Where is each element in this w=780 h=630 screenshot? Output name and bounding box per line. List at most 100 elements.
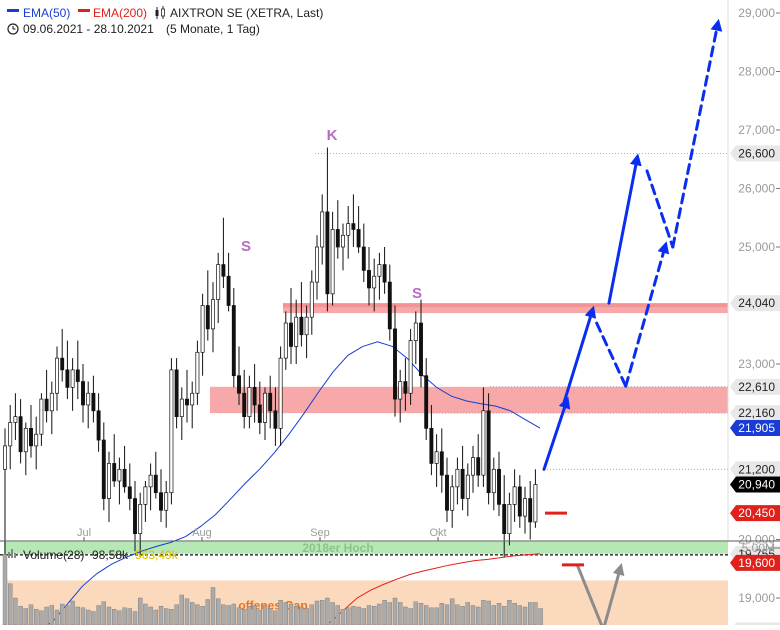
volume-bar [101,601,107,626]
volume-bar [179,594,185,626]
candle-body [465,474,470,499]
candle-body [226,275,231,306]
candle [330,211,335,306]
volume-bar [533,602,538,626]
candle-body [330,229,335,295]
candle [273,387,278,446]
volume-bar [413,601,418,626]
candle-body [528,498,533,523]
candle-body [335,229,340,248]
candle-body [377,264,382,277]
volume-bar [335,605,340,626]
projection-arrows [542,18,723,630]
candle [185,369,189,423]
candle-body [372,275,377,289]
volume-bar [366,605,372,626]
candle [81,364,85,423]
candle-body [122,468,127,488]
volume-bar [200,606,205,626]
volume-bar [486,600,491,626]
price-tag-label: 20,450 [738,506,775,520]
candle [263,387,267,441]
candle [309,270,314,335]
candle [127,463,132,511]
price-tag-shape [730,476,780,493]
y-tick-label: 29,000 [738,6,775,20]
candle-body [3,445,7,470]
candle-body [382,264,387,283]
candle-body [133,498,137,534]
zone-edge [283,303,728,308]
candle-body [434,451,439,464]
candle-body [237,375,241,394]
candle [299,282,304,347]
volume-bar [351,606,356,626]
candle [320,194,325,265]
candle-body [96,410,101,441]
volume-bar [236,607,242,626]
candle-body [81,381,85,406]
price-level-tag: 21,200 [730,461,780,478]
y-tick-label: 26,000 [738,182,775,196]
candle-body [231,305,236,377]
volume-bar [481,600,486,626]
volume-bar [158,606,164,626]
candle-body [429,428,434,464]
volume-bar [231,603,237,626]
candle [44,369,49,423]
volume-bar [299,606,304,626]
volume-bar [325,597,330,626]
price-tag-label: 22,160 [738,406,775,420]
candle [65,340,70,400]
volume-bar [252,605,257,626]
candle-body [13,416,18,423]
price-tag-shape [730,405,780,422]
volume-bar [163,608,169,626]
volume-bar [122,607,127,626]
candle-body [216,264,221,300]
candle [159,469,163,522]
candle-body [169,369,174,494]
volume-bar [439,603,444,626]
volume-bar [424,605,429,626]
candle [231,287,236,388]
candle [268,375,273,429]
volume-bar [294,606,299,626]
candle [190,381,195,429]
candlestick-icon [155,6,165,19]
candle [18,399,23,464]
volume-bar [460,606,465,626]
volume-bar [215,598,221,626]
candle [367,247,371,306]
candle [315,235,319,300]
period-detail: (5 Monate, 1 Tag) [166,22,260,36]
candle-body [148,474,153,488]
candle [195,340,200,405]
volume-bar [65,605,70,626]
dashed-pullback-1 [595,321,628,388]
target-markers [545,511,584,567]
candle-body [117,468,122,482]
candle-body [278,357,283,429]
ema50-line [37,341,541,630]
candle [23,422,28,476]
candle-body [75,369,80,382]
candle-body [289,322,293,347]
candle [533,469,538,528]
price-level-tag: 22,610 [730,378,780,395]
candle-body [460,468,465,499]
candle [502,475,507,558]
candle-body [439,451,444,476]
candle [34,416,39,470]
candle [216,252,221,324]
x-tick-label: Okt [429,527,446,539]
candle-body [283,322,288,359]
candle-body [164,492,169,511]
volume-bar [75,606,81,626]
volume-bar [34,609,39,626]
candle-body [419,322,423,377]
volume-bar [85,609,91,626]
candle-body [398,381,403,400]
volume-icon-bar [14,553,16,558]
pattern-label: K [327,127,338,144]
